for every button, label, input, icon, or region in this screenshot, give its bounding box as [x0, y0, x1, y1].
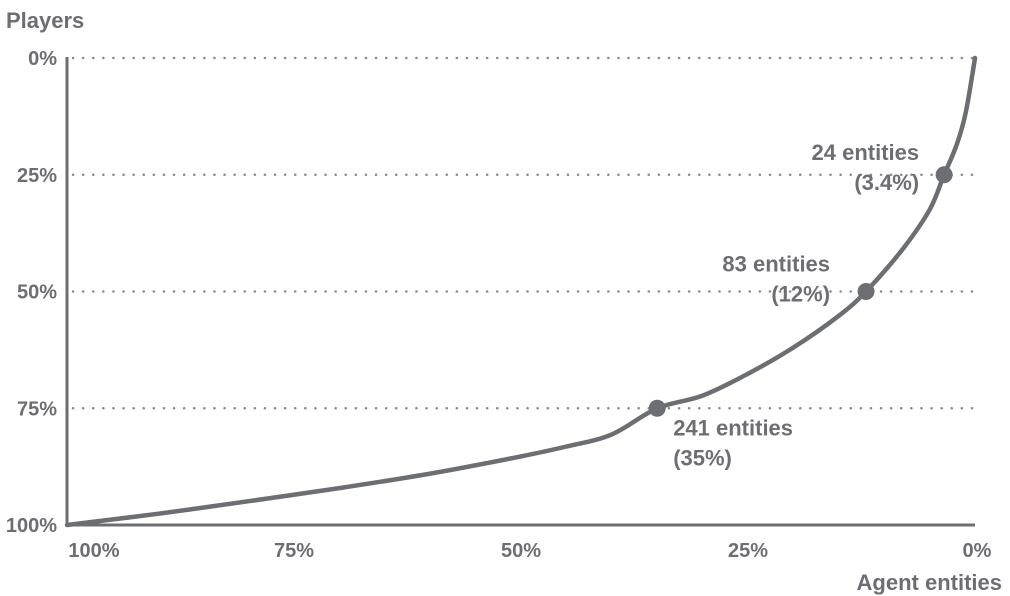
annotation-percent: (35%) [673, 445, 732, 470]
y-tick-label: 0% [28, 48, 57, 70]
x-tick-label: 25% [728, 540, 768, 562]
annotation-percent: (12%) [771, 282, 830, 307]
data-point-marker [648, 399, 666, 417]
annotation-percent: (3.4%) [854, 170, 919, 195]
data-point-marker [935, 166, 953, 184]
markers: 241 entities (35%) 83 entities (12%) 24 enti… [648, 140, 953, 470]
y-tick-label: 50% [17, 282, 57, 304]
series-line [64, 55, 978, 528]
data-point-marker [857, 283, 875, 300]
annotation-label: 241 entities [673, 415, 793, 440]
x-axis-label: Agent entities [857, 570, 1002, 595]
annotation-label: 83 entities [722, 252, 830, 277]
y-tick-label: 75% [17, 398, 57, 420]
x-tick-label: 50% [501, 540, 541, 562]
x-tick-label: 0% [963, 540, 992, 562]
y-axis-label: Players [6, 8, 84, 33]
x-tick-label: 75% [274, 540, 314, 562]
y-tick-label: 25% [17, 165, 57, 187]
x-tick-label: 100% [68, 540, 119, 562]
y-tick-label: 100% [6, 515, 57, 537]
y-tick-labels: 0% 25% 50% 75% 100% [6, 48, 57, 537]
gridlines [71, 56, 977, 410]
x-tick-labels: 100% 75% 50% 25% 0% [68, 540, 991, 562]
annotation-label: 24 entities [812, 140, 920, 165]
